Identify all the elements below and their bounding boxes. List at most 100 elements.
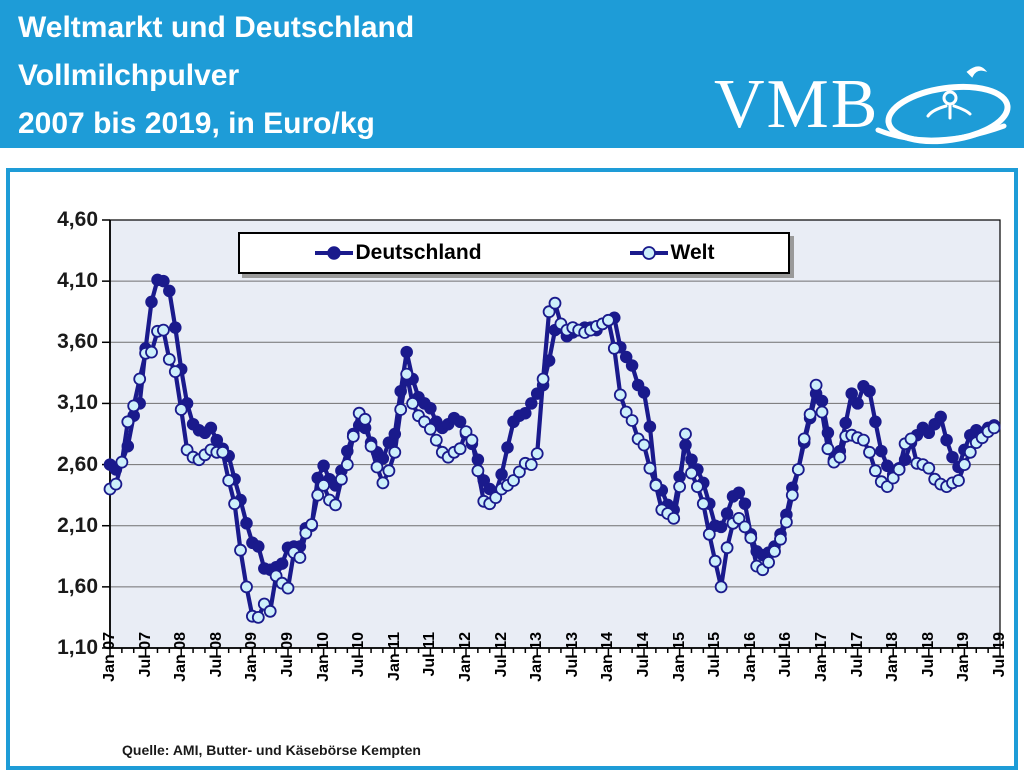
data-point-welt <box>880 480 894 494</box>
data-point-deutschland <box>946 450 959 464</box>
data-point-welt <box>708 554 722 568</box>
data-point-welt <box>299 526 313 540</box>
data-point-welt <box>607 341 621 355</box>
data-point-welt <box>762 555 775 569</box>
data-point-welt <box>311 488 325 502</box>
y-axis-label: 2,10 <box>57 513 98 537</box>
title-line-2: Vollmilchpulver <box>18 59 240 92</box>
data-point-welt <box>240 580 253 594</box>
data-point-welt <box>251 610 265 624</box>
data-point-welt <box>720 541 734 555</box>
x-axis-label: Jan 11 <box>385 632 403 681</box>
title-line-3: 2007 bis 2019, in Euro/kg <box>18 107 375 140</box>
data-point-deutschland <box>163 284 176 298</box>
data-point-welt <box>768 544 781 558</box>
data-point-welt <box>507 474 520 487</box>
source-note: Quelle: AMI, Butter- und Käsebörse Kempt… <box>122 742 421 758</box>
data-point-deutschland <box>940 433 953 447</box>
data-point-deutschland <box>501 441 514 454</box>
data-point-deutschland <box>204 421 218 435</box>
legend-label-deutschland: Deutschland <box>355 241 482 264</box>
data-point-welt <box>512 465 526 479</box>
data-point-welt <box>744 531 758 545</box>
data-point-deutschland <box>252 540 265 553</box>
deutschland-marker-icon <box>314 246 353 260</box>
data-point-welt <box>649 478 663 492</box>
chart-frame: Deutschland Welt Quelle: AMI, Butter- un… <box>6 168 1018 770</box>
header-banner: Weltmarkt und Deutschland Vollmilchpulve… <box>0 0 1024 148</box>
x-axis-label: Jan 10 <box>314 632 332 682</box>
data-point-welt <box>423 422 437 436</box>
x-axis-label: Jan 09 <box>243 632 261 682</box>
data-point-welt <box>886 471 900 485</box>
data-point-welt <box>625 414 639 427</box>
data-point-welt <box>293 551 307 564</box>
chart-legend: Deutschland Welt <box>238 232 790 274</box>
data-point-deutschland <box>881 459 894 473</box>
legend-item-welt: Welt <box>629 241 714 265</box>
data-point-welt <box>489 491 503 505</box>
data-point-welt <box>863 445 876 459</box>
data-point-welt <box>127 399 141 413</box>
data-point-deutschland <box>637 386 651 399</box>
data-point-welt <box>685 466 698 480</box>
data-point-deutschland <box>738 497 752 510</box>
data-point-welt <box>364 439 378 453</box>
data-point-welt <box>922 461 936 475</box>
data-point-welt <box>963 445 977 459</box>
x-axis-label: Jul 16 <box>777 632 795 678</box>
vmb-logo-swoosh-icon <box>875 66 1011 145</box>
data-point-welt <box>471 464 485 478</box>
y-axis-label: 1,60 <box>57 574 98 598</box>
data-point-deutschland <box>863 384 876 398</box>
y-axis-label: 1,10 <box>57 636 98 659</box>
data-point-deutschland <box>157 274 170 288</box>
data-point-welt <box>613 388 627 402</box>
data-point-welt <box>696 497 710 511</box>
data-point-welt <box>346 429 360 443</box>
vmb-logo: VMB <box>714 60 1014 148</box>
data-point-welt <box>869 464 882 478</box>
data-point-welt <box>833 450 847 464</box>
data-point-welt <box>738 520 752 534</box>
data-point-welt <box>536 372 550 386</box>
x-axis-label: Jul 14 <box>635 632 652 678</box>
data-point-deutschland <box>519 406 532 420</box>
x-axis-label: Jul 07 <box>136 632 154 678</box>
data-point-welt <box>780 515 793 529</box>
chart-title-block: Weltmarkt und Deutschland Vollmilchpulve… <box>18 4 414 148</box>
data-point-deutschland <box>714 520 728 534</box>
data-point-welt <box>263 604 277 618</box>
x-axis-label: Jul 10 <box>350 632 368 678</box>
data-point-deutschland <box>525 397 538 410</box>
data-point-welt <box>892 463 906 476</box>
data-point-deutschland <box>625 359 639 372</box>
x-axis-label: Jul 17 <box>848 632 866 678</box>
data-point-welt <box>691 480 704 494</box>
x-axis-label: Jul 11 <box>421 632 439 677</box>
data-point-welt <box>168 365 182 379</box>
data-point-deutschland <box>732 486 746 499</box>
data-point-welt <box>809 378 823 392</box>
data-point-welt <box>732 511 746 525</box>
data-point-welt <box>459 425 473 439</box>
data-point-welt <box>774 532 787 546</box>
data-point-deutschland <box>869 415 882 429</box>
data-point-welt <box>702 527 716 541</box>
data-point-deutschland <box>845 387 858 400</box>
x-axis-label: Jan 19 <box>955 632 973 682</box>
data-point-welt <box>679 427 692 441</box>
data-point-deutschland <box>145 295 158 309</box>
y-axis-label: 2,60 <box>57 452 98 476</box>
data-point-welt <box>340 458 354 472</box>
data-point-welt <box>952 474 965 487</box>
x-axis-label: Jul 19 <box>991 632 1008 678</box>
welt-markers <box>103 296 1001 624</box>
data-point-deutschland <box>169 321 182 334</box>
x-axis-label: Jan 14 <box>599 632 617 682</box>
data-point-welt <box>162 352 176 366</box>
data-point-deutschland <box>275 557 289 570</box>
data-point-welt <box>530 447 544 461</box>
x-axis-label: Jul 09 <box>279 632 296 678</box>
data-point-welt <box>358 412 372 426</box>
